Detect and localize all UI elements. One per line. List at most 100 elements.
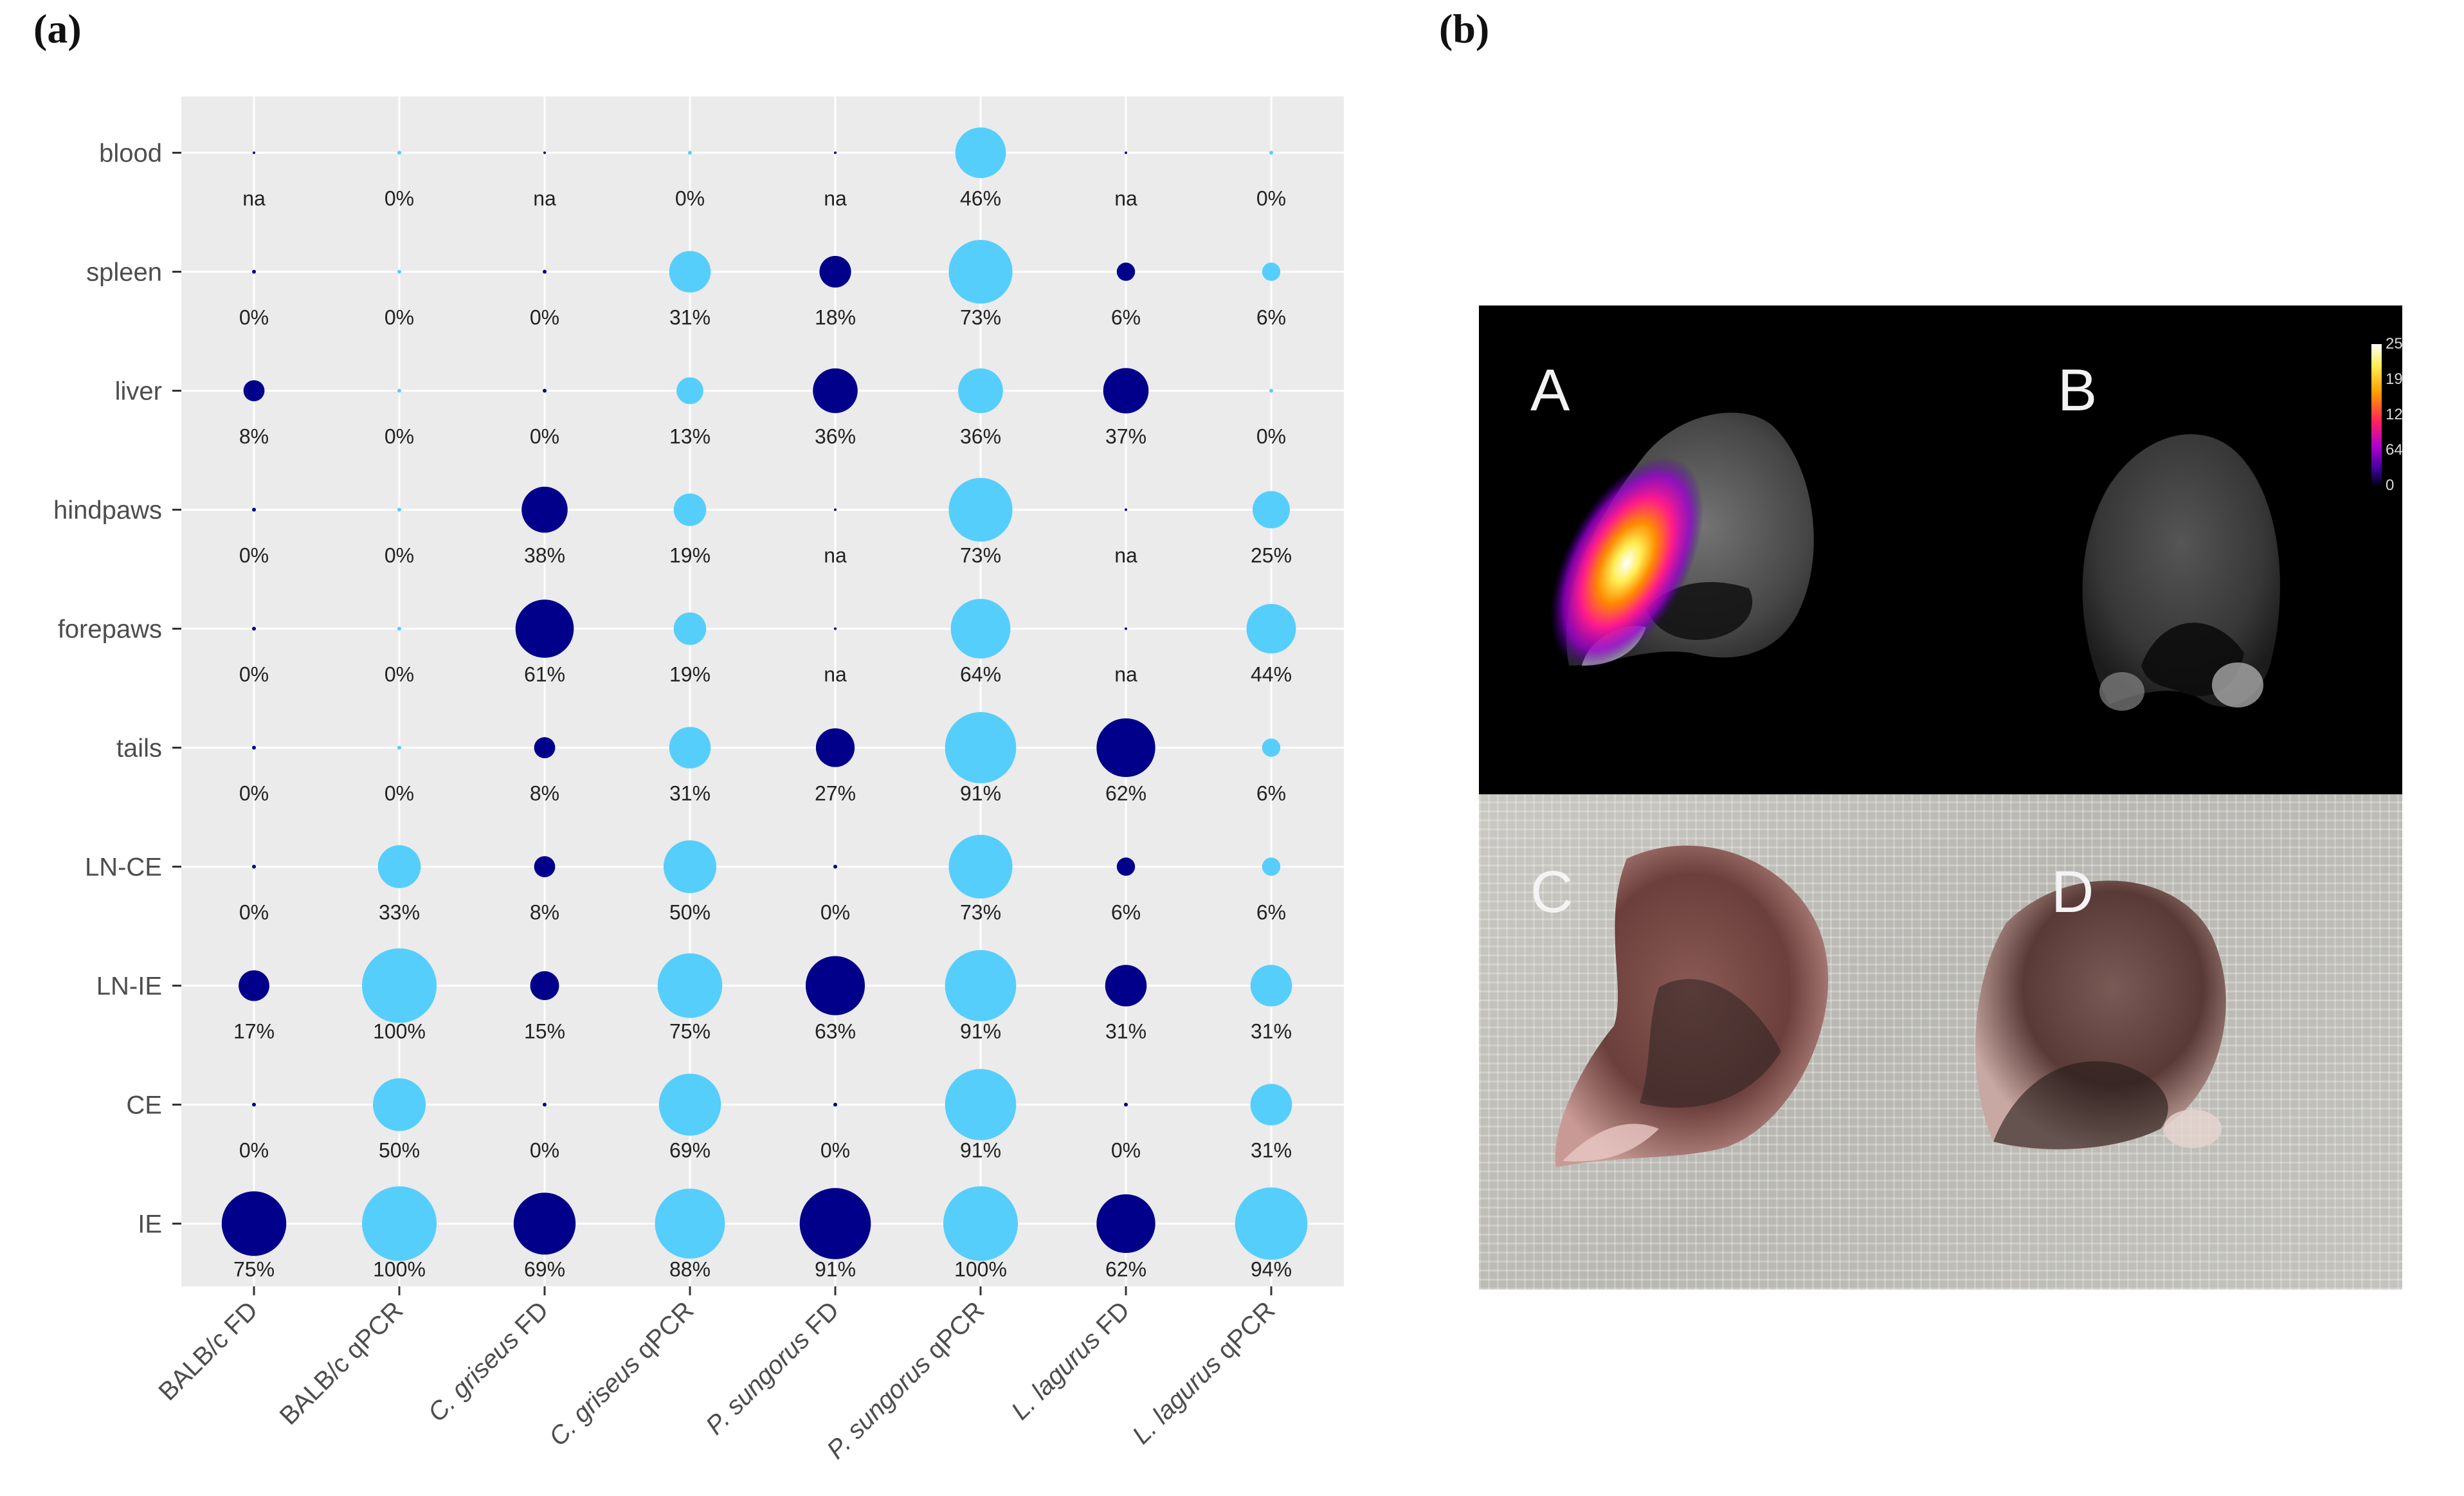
colorbar-tick-191: 191 xyxy=(2386,370,2402,388)
bubble-point xyxy=(1269,151,1273,155)
bubble-data-label: na xyxy=(533,187,556,210)
bubble-data-label: na xyxy=(824,187,847,210)
bubble-point xyxy=(945,1069,1017,1140)
bubble-data-label: 75% xyxy=(233,1258,275,1281)
bubble-point xyxy=(1262,857,1281,876)
bubble-data-label: 31% xyxy=(1251,1020,1292,1043)
plot-background xyxy=(181,96,1344,1286)
bubble-data-label: 27% xyxy=(815,782,856,805)
panel-a-label: (a) xyxy=(33,6,82,51)
bubble-data-label: 0% xyxy=(239,901,269,924)
bubble-data-label: na xyxy=(1114,187,1137,210)
bubble-data-label: 91% xyxy=(960,1139,1001,1162)
bubble-point xyxy=(833,864,837,869)
bubble-data-label: 88% xyxy=(669,1258,711,1281)
bubble-point xyxy=(676,377,703,405)
y-tick-label: LN-IE xyxy=(96,972,162,1001)
bubble-point xyxy=(252,745,256,750)
bubble-data-label: 8% xyxy=(530,901,559,924)
bubble-data-label: 0% xyxy=(1111,1139,1141,1162)
bubble-point xyxy=(955,127,1006,178)
bubble-point xyxy=(805,956,865,1016)
bubble-data-label: na xyxy=(242,187,266,210)
bubble-data-label: 0% xyxy=(385,544,414,567)
bubble-point xyxy=(833,1102,837,1107)
bubble-data-label: na xyxy=(1114,544,1137,567)
x-tick-label: BALB/c FD xyxy=(153,1296,263,1406)
bubble-data-label: 50% xyxy=(669,901,711,924)
bubble-point xyxy=(673,612,707,645)
y-tick-label: tails xyxy=(116,734,162,763)
bubble-data-label: 37% xyxy=(1105,425,1146,448)
bubble-data-label: 44% xyxy=(1251,663,1292,686)
bubble-point xyxy=(534,737,556,758)
bubble-point xyxy=(948,834,1013,899)
bubble-point xyxy=(397,151,401,155)
bubble-data-label: 0% xyxy=(820,901,850,924)
bubble-data-label: 18% xyxy=(815,306,856,329)
bubble-point xyxy=(252,864,256,869)
bubble-data-label: 17% xyxy=(233,1020,275,1043)
bubble-point xyxy=(252,1102,256,1107)
bubble-point xyxy=(958,368,1003,414)
bubble-data-label: 13% xyxy=(669,425,711,448)
y-tick-label: IE xyxy=(138,1210,162,1239)
bubble-point xyxy=(397,507,401,512)
bubble-data-label: 69% xyxy=(669,1139,711,1162)
fluorescence-image: A B 255 191 128 64 0 xyxy=(1479,306,2402,794)
bubble-data-label: 31% xyxy=(669,782,711,805)
bubble-point xyxy=(530,971,559,1000)
bubble-data-label: 8% xyxy=(239,425,269,448)
bubble-point xyxy=(521,486,568,533)
bubble-data-label: 0% xyxy=(385,663,414,686)
bubble-data-label: 0% xyxy=(239,306,269,329)
bubble-data-label: 25% xyxy=(1251,544,1292,567)
subimage-label-d: D xyxy=(2051,859,2094,925)
y-tick-label: LN-CE xyxy=(85,853,162,882)
bubble-data-label: 91% xyxy=(960,782,1001,805)
bubble-data-label: 62% xyxy=(1105,1258,1146,1281)
bubble-point xyxy=(799,1188,871,1259)
bubble-data-label: 50% xyxy=(379,1139,420,1162)
bubble-point xyxy=(397,626,401,631)
bubble-data-label: 73% xyxy=(960,306,1001,329)
bubble-point xyxy=(397,388,401,393)
bubble-point xyxy=(252,269,256,274)
bubble-data-label: 6% xyxy=(1256,782,1286,805)
bubble-data-label: 15% xyxy=(524,1020,565,1043)
bubble-point xyxy=(948,477,1013,542)
bubble-data-label: 63% xyxy=(815,1020,856,1043)
x-tick-label: P. sungorus FD xyxy=(700,1296,844,1440)
bubble-point xyxy=(362,1186,437,1261)
bubble-point xyxy=(1125,508,1127,511)
bubble-data-label: 0% xyxy=(1256,187,1286,210)
bubble-data-label: 0% xyxy=(385,425,414,448)
bubble-data-label: 73% xyxy=(960,901,1001,924)
bubble-point xyxy=(1250,965,1292,1007)
bubble-data-label: 0% xyxy=(239,1139,269,1162)
bubble-point xyxy=(819,255,851,288)
bubble-data-label: 0% xyxy=(530,425,559,448)
bubble-point xyxy=(515,599,574,658)
bubble-point xyxy=(372,1078,426,1131)
bubble-point xyxy=(1105,965,1147,1007)
bubble-data-label: 0% xyxy=(239,544,269,567)
bubble-point xyxy=(834,508,837,511)
bubble-point xyxy=(663,840,717,893)
colorbar-tick-64: 64 xyxy=(2386,441,2402,459)
bubble-data-label: 69% xyxy=(524,1258,565,1281)
bubble-point xyxy=(1116,262,1136,281)
bubble-point xyxy=(534,856,556,877)
bubble-point xyxy=(815,728,855,767)
bubble-point xyxy=(513,1192,576,1255)
bubble-data-label: 36% xyxy=(960,425,1001,448)
bubble-point xyxy=(543,151,546,154)
bubble-point xyxy=(253,151,255,154)
bubble-data-label: 75% xyxy=(669,1020,711,1043)
bubble-point xyxy=(1235,1187,1308,1260)
bubble-data-label: 6% xyxy=(1111,306,1141,329)
bubble-point xyxy=(397,269,401,274)
bubble-data-label: 91% xyxy=(815,1258,856,1281)
bubble-point xyxy=(1096,718,1155,778)
